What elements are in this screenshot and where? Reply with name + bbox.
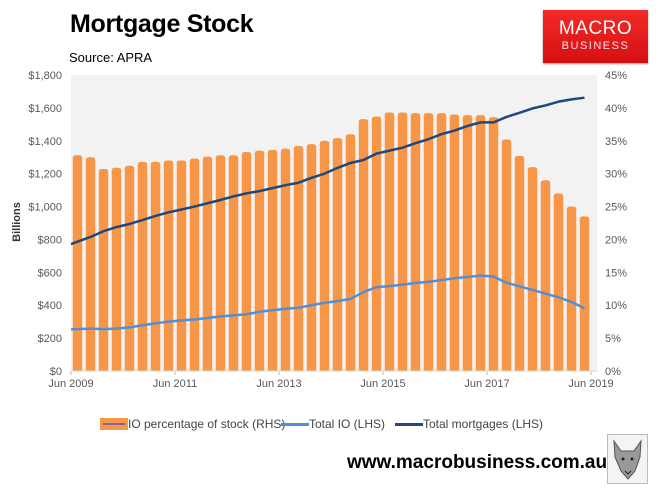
right-tick-label: 10% [605,300,627,312]
right-tick-label: 0% [605,366,621,378]
bar [189,158,200,371]
left-tick-label: $800 [38,234,62,246]
legend-swatch-bar [100,418,128,430]
x-tick-label: Jun 2019 [568,378,613,390]
wolf-icon [613,439,642,480]
left-tick-label: $600 [38,267,62,279]
wolf-image [607,434,648,484]
legend-label: Total IO (LHS) [309,417,386,431]
legend-item-total-mortgages: Total mortgages (LHS) [395,417,543,431]
bar [462,115,473,371]
bar [293,146,304,371]
logo-line1: MACRO [558,18,633,39]
bar [553,193,564,371]
right-tick-label: 15% [605,267,627,279]
x-tick-label: Jun 2013 [256,378,301,390]
legend-item-io-percentage: IO percentage of stock (RHS) [100,417,285,431]
right-tick-label: 35% [605,136,627,148]
x-tick-label: Jun 2015 [360,378,405,390]
bar [501,139,512,371]
bar [540,180,551,371]
bar [137,161,148,371]
line-total-io [70,274,586,331]
bar [111,167,122,371]
chart-source: Source: APRA [69,50,153,65]
left-tick-label: $200 [38,333,62,345]
bar [241,151,252,371]
bar [280,148,291,371]
bar [423,113,434,371]
bar [215,155,226,371]
bar [254,150,265,371]
bar [202,156,213,371]
macrobusiness-logo[interactable]: MACRO BUSINESS [543,10,648,63]
right-tick-label: 40% [605,103,627,115]
bar [332,138,343,371]
left-tick-label: $1,600 [28,103,62,115]
left-tick-label: $1,400 [28,136,62,148]
bar [85,157,96,371]
chart-title: Mortgage Stock [70,10,254,38]
bar [267,149,278,371]
left-tick-label: $1,800 [28,70,62,82]
legend-swatch-line [281,422,309,426]
right-tick-label: 30% [605,169,627,181]
bar [306,144,317,371]
bar [384,112,395,371]
bar [72,155,83,371]
bar [436,113,447,371]
right-tick-label: 45% [605,70,627,82]
legend-label: Total mortgages (LHS) [423,417,544,431]
left-tick-label: $1,000 [28,202,62,214]
bar [150,161,161,371]
bar [319,140,330,371]
bar [163,160,174,371]
bar [475,115,486,371]
x-tick-label: Jun 2017 [464,378,509,390]
x-tick-label: Jun 2011 [153,378,197,390]
bar [358,119,369,372]
bar [345,134,356,371]
bar [514,155,525,371]
left-tick-label: $1,200 [28,169,62,181]
bar [410,113,421,371]
bar [527,167,538,371]
legend-swatch-line [395,422,423,426]
logo-line2: BUSINESS [561,40,630,52]
bar [579,216,590,371]
left-tick-label: $0 [50,366,62,378]
bar [397,112,408,371]
bar [371,116,382,371]
legend-label: IO percentage of stock (RHS) [128,417,286,431]
bar [176,160,187,371]
right-tick-label: 25% [605,202,627,214]
footer-url[interactable]: www.macrobusiness.com.au [347,452,608,473]
bar [98,169,109,371]
legend-item-total-io: Total IO (LHS) [281,417,385,431]
x-tick-label: Jun 2009 [48,378,93,390]
bar [449,114,460,371]
bar [228,155,239,371]
bar [124,165,135,371]
right-tick-label: 5% [605,333,621,345]
line-total-mortgages [70,96,585,246]
left-tick-label: $400 [38,300,62,312]
y-axis-label: Billions [11,202,23,242]
bar [566,206,577,371]
right-tick-label: 20% [605,234,627,246]
bar [488,117,499,371]
